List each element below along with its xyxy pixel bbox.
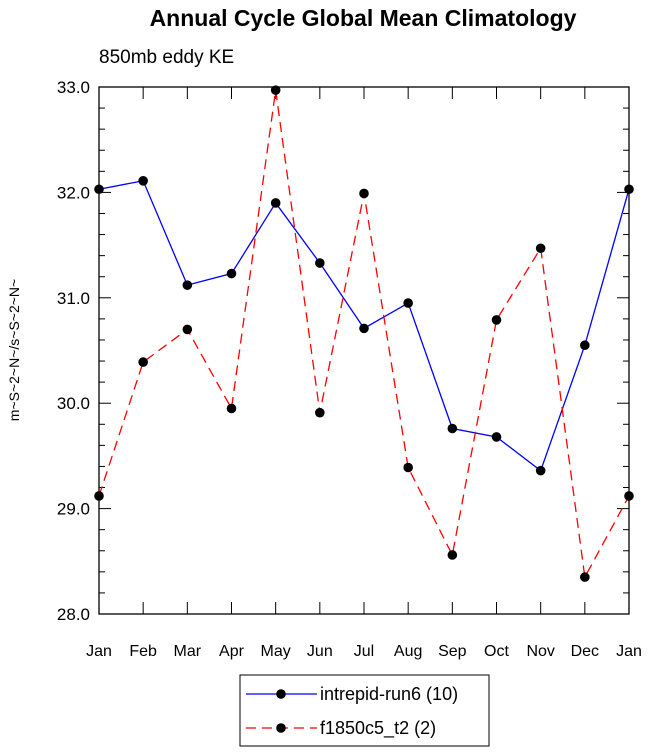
data-point	[315, 258, 325, 268]
data-point	[270, 85, 281, 95]
data-point	[270, 198, 281, 208]
legend-marker	[276, 723, 286, 733]
x-tick-label: Sep	[438, 643, 467, 660]
y-tick-label: 31.0	[57, 289, 90, 308]
x-tick-label: Oct	[484, 643, 509, 660]
x-tick-label: Nov	[526, 643, 554, 660]
data-point	[535, 243, 546, 254]
chart-title: Annual Cycle Global Mean Climatology	[150, 5, 577, 31]
plot-frame	[98, 86, 630, 615]
data-point	[226, 403, 237, 414]
y-tick-label: 30.0	[57, 394, 90, 413]
x-tick-label: Jun	[307, 643, 333, 660]
data-point	[491, 315, 502, 325]
x-tick-label: Mar	[174, 643, 202, 660]
legend-label: f1850c5_t2 (2)	[320, 718, 436, 739]
x-tick-label: Jan	[86, 643, 112, 660]
data-point	[535, 465, 546, 476]
y-tick-label: 33.0	[57, 78, 90, 97]
data-point	[447, 550, 458, 560]
data-point	[182, 280, 193, 290]
legend-label: intrepid-run6 (10)	[320, 684, 458, 704]
y-tick-label: 32.0	[57, 183, 90, 202]
x-tick-label: Feb	[129, 643, 157, 660]
x-tick-label: Jan	[616, 643, 642, 660]
axis-ticks: 28.0 29.0 30.0 31.0 32.0 33.0 Jan Feb Mar Apr May J…	[57, 78, 642, 660]
y-minor-ticks	[99, 107, 629, 594]
x-tick-label: May	[261, 643, 291, 660]
legend: intrepid-run6 (10) f1850c5_t2 (2)	[239, 674, 490, 747]
data-point	[580, 572, 590, 582]
legend-marker	[276, 689, 286, 699]
y-axis-label: m~S~2~N~/s~S~2~N~	[6, 279, 22, 421]
series-layer	[94, 85, 634, 582]
legend-box	[239, 674, 490, 747]
x-tick-label: Jul	[354, 643, 374, 660]
data-point	[359, 323, 369, 334]
data-point	[315, 407, 325, 418]
y-tick-label: 29.0	[57, 500, 90, 519]
chart-subtitle: 850mb eddy KE	[99, 47, 234, 68]
data-point	[359, 188, 369, 199]
data-point	[403, 298, 413, 308]
x-tick-label: Dec	[571, 643, 599, 660]
data-point	[580, 340, 590, 351]
x-tick-label: Aug	[394, 643, 422, 660]
x-tick-label: Apr	[219, 643, 245, 660]
data-point	[491, 432, 502, 442]
data-point	[138, 357, 148, 367]
data-point	[138, 176, 148, 186]
data-point	[182, 324, 193, 335]
data-point	[226, 268, 237, 279]
data-point	[447, 423, 458, 434]
series-line-2	[98, 90, 630, 580]
y-tick-label: 28.0	[57, 605, 90, 624]
data-point	[403, 462, 413, 473]
